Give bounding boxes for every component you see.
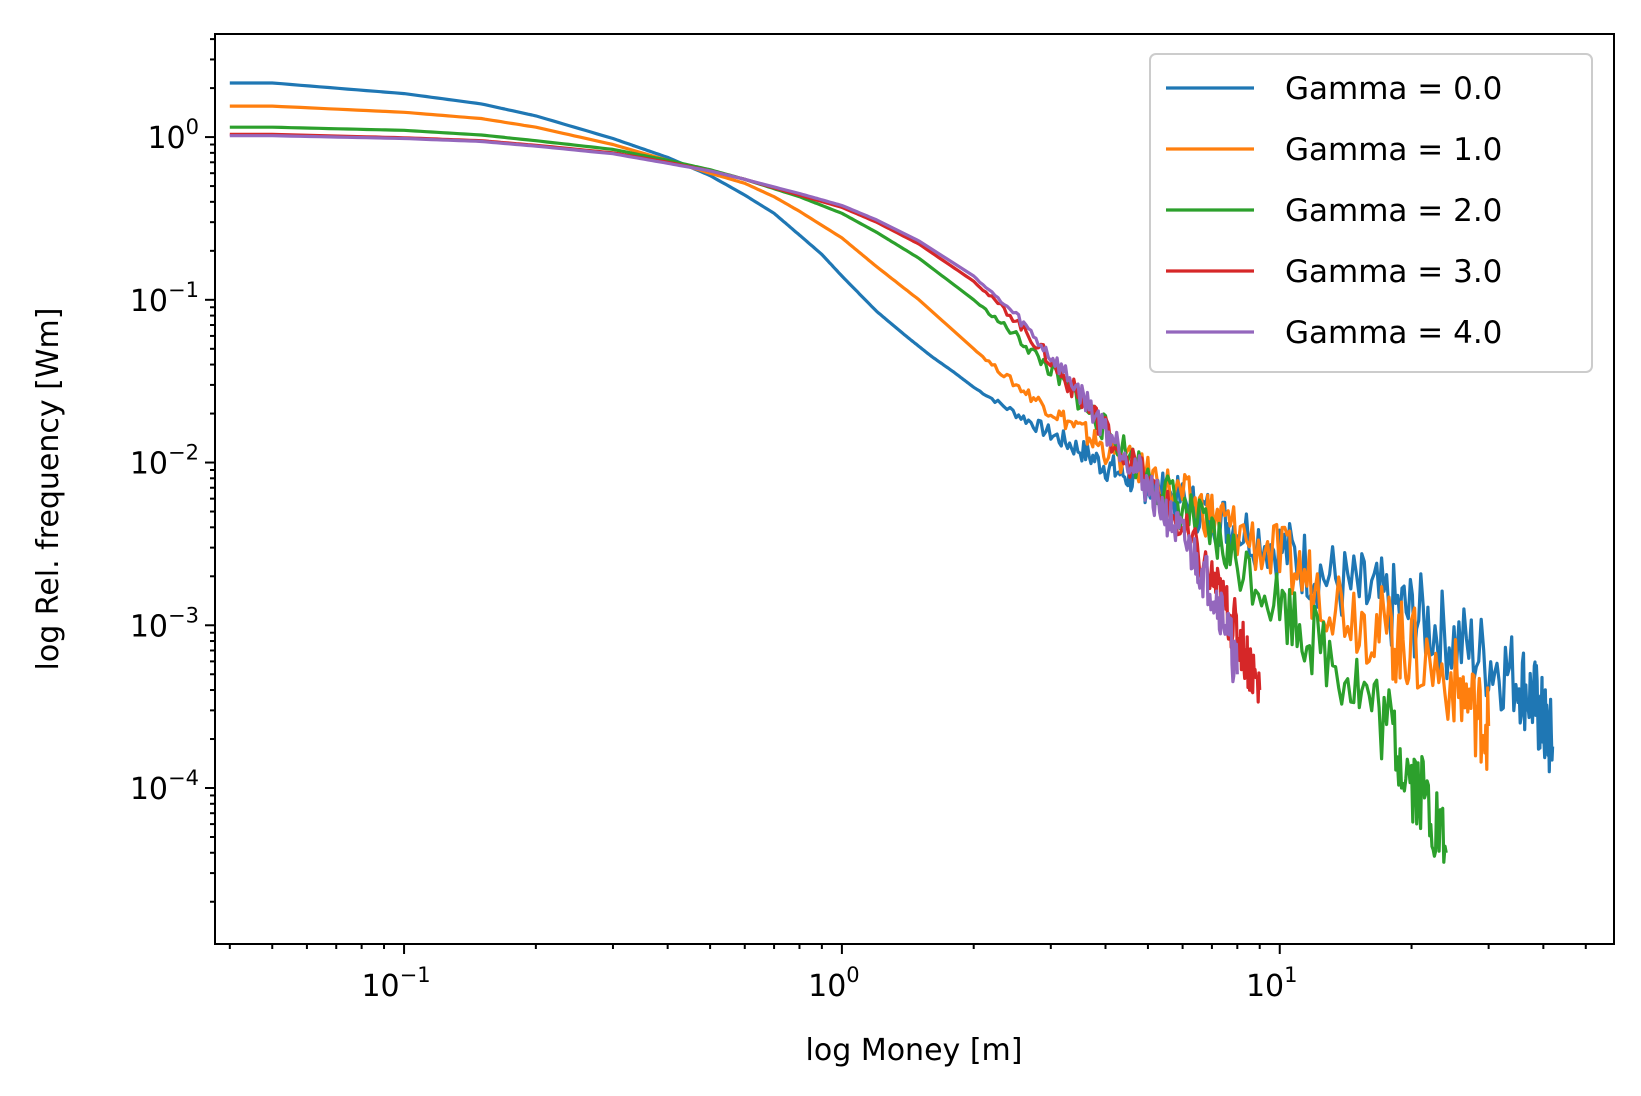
legend-label: Gamma = 0.0 <box>1285 71 1502 107</box>
x-axis-label: log Money [m] <box>806 1033 1023 1068</box>
y-tick-label: 10−4 <box>130 766 199 807</box>
x-tick-label: 10−1 <box>361 963 430 1004</box>
axes-frame <box>214 33 1615 945</box>
series-line-2 <box>229 125 1448 864</box>
series-line-1 <box>229 104 1491 771</box>
y-tick-label: 10−1 <box>130 278 199 319</box>
legend-box <box>1149 53 1593 373</box>
series-line-4 <box>229 134 1239 684</box>
legend-label: Gamma = 2.0 <box>1285 193 1502 229</box>
legend-label: Gamma = 1.0 <box>1285 132 1502 168</box>
y-axis-label: log Rel. frequency [Wm] <box>31 308 66 671</box>
y-tick-label: 100 <box>147 115 199 156</box>
legend-items: Gamma = 0.0 Gamma = 1.0 Gamma = 2.0 Gamma =… <box>1166 71 1502 351</box>
x-axis-ticks: 10−1 100 101 <box>228 944 1587 1004</box>
legend-label: Gamma = 4.0 <box>1285 315 1502 351</box>
legend-label: Gamma = 3.0 <box>1285 254 1502 290</box>
y-axis-ticks: 100 10−1 10−2 10−3 10−4 <box>130 38 215 903</box>
series-group <box>229 81 1555 864</box>
x-tick-label: 101 <box>1246 963 1298 1004</box>
x-tick-label: 100 <box>808 963 860 1004</box>
y-tick-label: 10−2 <box>130 441 199 482</box>
y-tick-label: 10−3 <box>130 603 199 644</box>
legend: Gamma = 0.0 Gamma = 1.0 Gamma = 2.0 Gamma =… <box>1149 53 1593 373</box>
